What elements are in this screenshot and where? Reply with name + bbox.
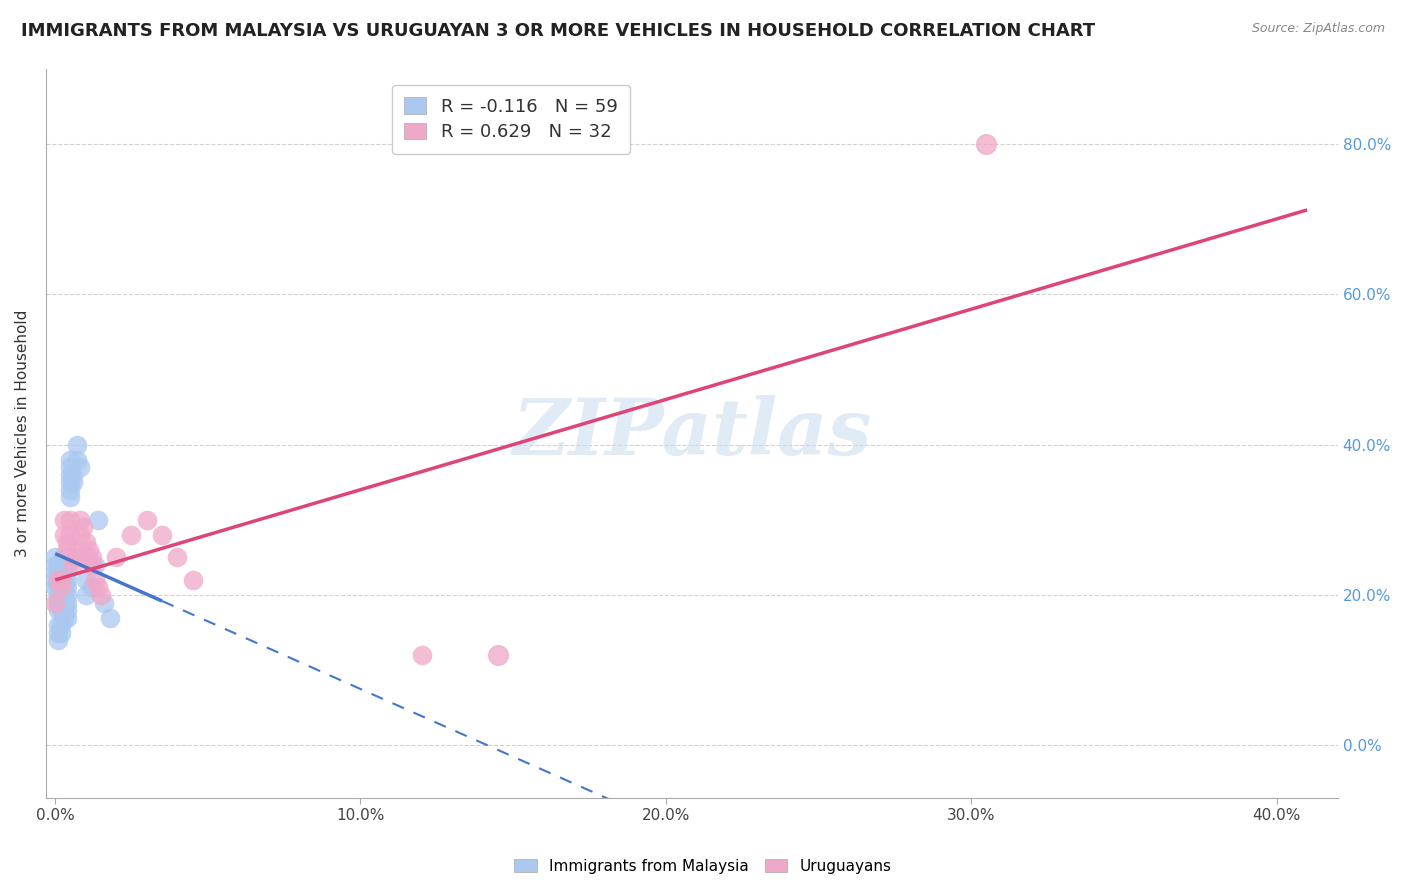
Point (150, 528, 173, 542)
Point (65, 542, 87, 557)
Point (44, 573, 66, 587)
Point (56, 581, 79, 595)
Point (121, 528, 143, 542)
Point (44, 550, 66, 565)
Point (62, 558, 84, 572)
Point (65, 550, 87, 565)
Point (46, 581, 69, 595)
Point (53, 513, 76, 527)
Point (46, 573, 69, 587)
Point (59, 460, 82, 475)
Point (93, 595, 115, 609)
Point (44, 595, 66, 609)
Point (80, 558, 103, 572)
Point (87, 513, 110, 527)
Point (69, 513, 91, 527)
Point (56, 573, 79, 587)
Point (83, 558, 105, 572)
Point (53, 566, 76, 580)
Point (65, 452, 87, 467)
Point (976, 136, 998, 151)
Point (46, 618, 69, 632)
Point (87, 581, 110, 595)
Point (51, 573, 73, 587)
Point (62, 550, 84, 565)
Point (62, 467, 84, 482)
Point (166, 550, 188, 565)
Point (44, 566, 66, 580)
Point (46, 558, 69, 572)
Point (51, 581, 73, 595)
Point (69, 528, 91, 542)
Point (51, 558, 73, 572)
Text: IMMIGRANTS FROM MALAYSIA VS URUGUAYAN 3 OR MORE VEHICLES IN HOUSEHOLD CORRELATIO: IMMIGRANTS FROM MALAYSIA VS URUGUAYAN 3 … (21, 22, 1095, 40)
Point (77, 542, 100, 557)
Point (135, 513, 157, 527)
Point (53, 550, 76, 565)
Point (46, 595, 69, 609)
Point (56, 535, 79, 549)
Point (411, 648, 433, 662)
Point (56, 566, 79, 580)
Legend: Immigrants from Malaysia, Uruguayans: Immigrants from Malaysia, Uruguayans (508, 853, 898, 880)
Point (83, 573, 105, 587)
Point (51, 588, 73, 602)
Point (56, 595, 79, 609)
Point (46, 625, 69, 640)
Point (53, 603, 76, 617)
Point (59, 475, 82, 490)
Point (80, 581, 103, 595)
Point (51, 566, 73, 580)
Point (75, 535, 97, 549)
Point (56, 542, 79, 557)
Point (51, 573, 73, 587)
Point (53, 581, 76, 595)
Point (44, 581, 66, 595)
Legend: R = -0.116   N = 59, R = 0.629   N = 32: R = -0.116 N = 59, R = 0.629 N = 32 (392, 85, 630, 154)
Point (65, 437, 87, 451)
Point (51, 581, 73, 595)
Point (51, 618, 73, 632)
Point (69, 460, 91, 475)
Point (72, 520, 94, 534)
Point (80, 550, 103, 565)
Point (181, 573, 204, 587)
Point (56, 603, 79, 617)
Point (59, 452, 82, 467)
Point (53, 558, 76, 572)
Point (59, 513, 82, 527)
Point (46, 573, 69, 587)
Point (53, 610, 76, 624)
Point (59, 490, 82, 504)
Point (53, 595, 76, 609)
Text: Source: ZipAtlas.com: Source: ZipAtlas.com (1251, 22, 1385, 36)
Point (486, 648, 509, 662)
Point (75, 588, 97, 602)
Point (59, 467, 82, 482)
Point (53, 588, 76, 602)
Point (90, 588, 112, 602)
Point (56, 610, 79, 624)
Point (51, 595, 73, 609)
Point (46, 588, 69, 602)
Point (51, 625, 73, 640)
Text: ZIPatlas: ZIPatlas (512, 395, 872, 472)
Point (62, 475, 84, 490)
Point (53, 573, 76, 587)
Point (98, 610, 121, 624)
Point (59, 483, 82, 497)
Point (46, 566, 69, 580)
Point (75, 550, 97, 565)
Point (75, 573, 97, 587)
Y-axis label: 3 or more Vehicles in Household: 3 or more Vehicles in Household (15, 310, 30, 557)
Point (105, 550, 128, 565)
Point (59, 528, 82, 542)
Point (51, 603, 73, 617)
Point (53, 528, 76, 542)
Point (44, 558, 66, 572)
Point (56, 588, 79, 602)
Point (46, 603, 69, 617)
Point (46, 633, 69, 648)
Point (56, 558, 79, 572)
